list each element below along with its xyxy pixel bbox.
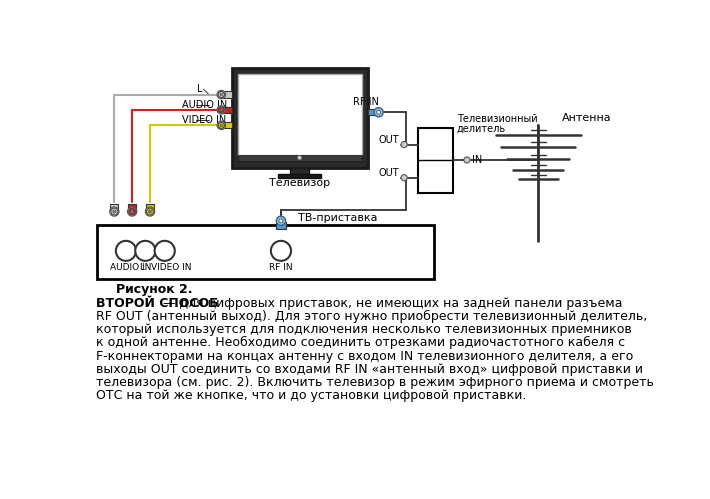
Text: Рисунок 2.: Рисунок 2. xyxy=(116,283,192,296)
Circle shape xyxy=(464,157,470,163)
Circle shape xyxy=(377,110,381,114)
Bar xyxy=(290,168,309,174)
Text: телевизора (см. рис. 2). Включить телевизор в режим эфирного приема и смотреть: телевизора (см. рис. 2). Включить телеви… xyxy=(97,376,655,389)
Circle shape xyxy=(128,207,137,216)
Bar xyxy=(368,109,378,115)
Text: ОТС на той же кнопке, что и до установки цифровой приставки.: ОТС на той же кнопке, что и до установки… xyxy=(97,389,527,402)
Circle shape xyxy=(217,106,226,114)
Text: AUDIO IN: AUDIO IN xyxy=(182,99,227,110)
Circle shape xyxy=(113,210,116,213)
Text: AUDIO IN: AUDIO IN xyxy=(111,263,152,272)
Text: OUT: OUT xyxy=(378,135,399,145)
Text: L: L xyxy=(139,263,144,272)
Bar xyxy=(232,67,368,168)
Circle shape xyxy=(218,91,224,98)
Circle shape xyxy=(217,90,226,99)
Circle shape xyxy=(218,122,224,128)
Text: F-коннекторами на концах антенну с входом IN телевизионного делителя, а его: F-коннекторами на концах антенну с входо… xyxy=(97,350,634,363)
Text: L: L xyxy=(197,84,203,94)
Text: RF IN: RF IN xyxy=(268,263,293,272)
Circle shape xyxy=(146,208,153,215)
Text: делитель: делитель xyxy=(457,124,506,134)
Circle shape xyxy=(297,156,302,160)
Text: ТВ-приставка: ТВ-приставка xyxy=(298,213,378,223)
Text: RF IN: RF IN xyxy=(354,97,379,107)
Circle shape xyxy=(374,108,383,117)
Bar xyxy=(111,204,118,212)
Text: Телевизионный: Телевизионный xyxy=(457,114,537,124)
Circle shape xyxy=(220,124,222,126)
Bar xyxy=(239,74,361,155)
Text: выходы OUT соединить со входами RF IN «антенный вход» цифровой приставки и: выходы OUT соединить со входами RF IN «а… xyxy=(97,363,643,376)
Text: Антенна: Антенна xyxy=(562,113,611,123)
Text: к одной антенне. Необходимо соединить отрезками радиочастотного кабеля с: к одной антенне. Необходимо соединить от… xyxy=(97,336,626,349)
Text: ВТОРОЙ СПОСОБ: ВТОРОЙ СПОСОБ xyxy=(97,297,219,310)
Bar xyxy=(222,122,232,128)
Circle shape xyxy=(220,109,222,111)
Circle shape xyxy=(271,241,291,261)
Text: Телевизор: Телевизор xyxy=(269,178,330,188)
Circle shape xyxy=(217,121,226,130)
Circle shape xyxy=(111,208,118,215)
Text: VIDEO IN: VIDEO IN xyxy=(182,115,226,125)
Bar xyxy=(146,204,154,212)
Bar xyxy=(129,204,136,212)
Text: RF OUT (антенный выход). Для этого нужно приобрести телевизионный делитель,: RF OUT (антенный выход). Для этого нужно… xyxy=(97,310,648,323)
Circle shape xyxy=(279,219,283,223)
Circle shape xyxy=(129,208,136,215)
Bar xyxy=(275,223,286,229)
Bar xyxy=(97,226,434,279)
Circle shape xyxy=(148,210,151,213)
Text: VIDEO IN: VIDEO IN xyxy=(151,263,191,272)
Text: — для цифровых приставок, не имеющих на задней панели разъема: — для цифровых приставок, не имеющих на … xyxy=(159,297,623,310)
Circle shape xyxy=(146,207,155,216)
Circle shape xyxy=(276,216,285,226)
Text: OUT: OUT xyxy=(378,168,399,178)
Bar xyxy=(278,174,321,179)
Bar xyxy=(222,91,232,98)
Circle shape xyxy=(109,207,119,216)
Bar xyxy=(222,107,232,113)
Circle shape xyxy=(220,93,222,96)
Circle shape xyxy=(116,241,136,261)
Circle shape xyxy=(401,142,408,148)
Circle shape xyxy=(135,241,155,261)
Circle shape xyxy=(218,107,224,113)
Bar xyxy=(418,128,453,193)
Circle shape xyxy=(131,210,133,213)
Circle shape xyxy=(401,175,408,181)
Text: который используется для подключения несколько телевизионных приемников: который используется для подключения нес… xyxy=(97,323,632,336)
Circle shape xyxy=(155,241,175,261)
Text: IN: IN xyxy=(472,155,483,165)
Bar xyxy=(239,155,361,161)
